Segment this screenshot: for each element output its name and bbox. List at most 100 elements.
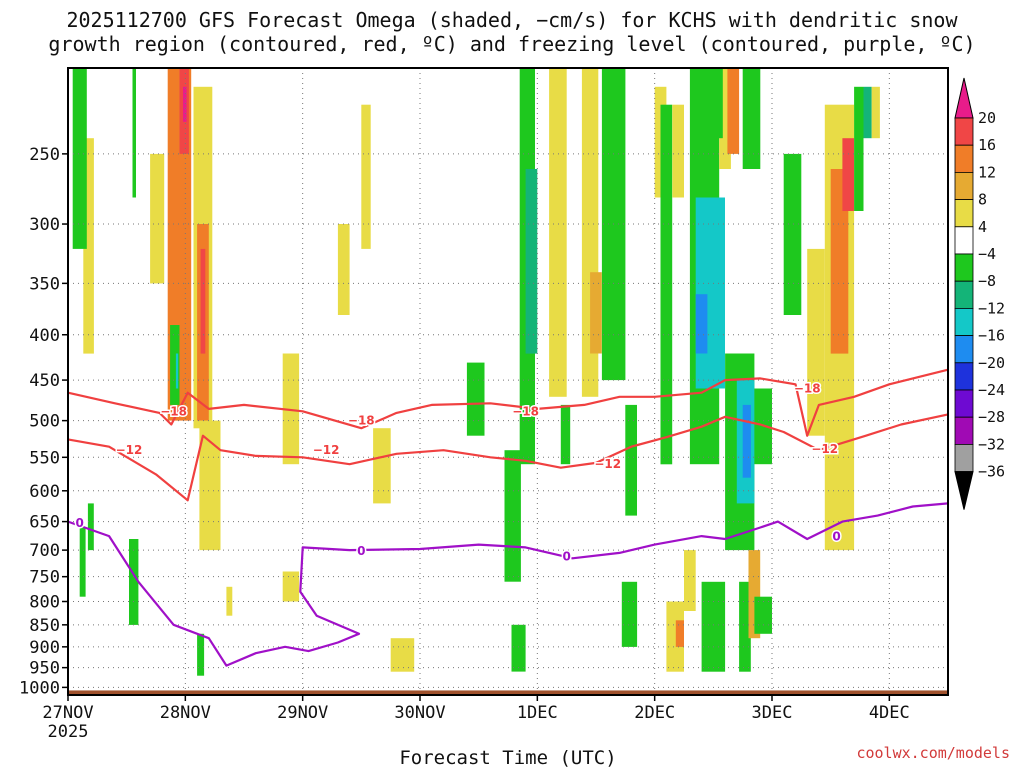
omega-cell [748, 550, 761, 639]
x-tick-label: 27NOV [42, 703, 93, 723]
y-tick-label: 450 [29, 371, 60, 391]
omega-cell [87, 503, 94, 551]
y-tick-label: 650 [29, 513, 60, 533]
contour-label: 0 [357, 544, 365, 558]
dgz-contour-0 [67, 368, 949, 437]
credit-text: coolwx.com/models [856, 744, 1010, 762]
omega-cell [871, 86, 880, 139]
omega-cell [511, 624, 526, 672]
omega-cell [361, 104, 371, 249]
y-tick-label: 1000 [19, 678, 60, 698]
omega-cell [226, 586, 233, 616]
omega-cell [660, 104, 673, 465]
colorbar-bin [954, 335, 974, 364]
colorbar-bin [954, 416, 974, 445]
omega-cell [666, 601, 684, 672]
contour-label: −12 [313, 443, 340, 457]
omega-cell [132, 68, 136, 198]
colorbar-label: −16 [978, 327, 1005, 345]
omega-cell [695, 197, 725, 389]
chart-title-line-2: growth region (contoured, red, ºC) and f… [48, 32, 976, 56]
y-tick-label: 550 [29, 448, 60, 468]
y-tick-label: 750 [29, 568, 60, 588]
omega-cell [560, 404, 571, 465]
omega-cell [466, 362, 485, 436]
omega-cell [672, 104, 684, 198]
omega-cell [150, 153, 165, 284]
omega-cell [175, 353, 179, 389]
omega-cell [83, 138, 94, 354]
x-axis: 27NOV 28NOV 29NOV 30NOV 1DEC 2DEC 3DEC 4DEC 2025 [42, 695, 910, 742]
colorbar-label: −32 [978, 435, 1005, 453]
colorbar-label: −20 [978, 354, 1005, 372]
colorbar-bin [954, 117, 974, 146]
omega-cell [621, 581, 638, 647]
terrain-band [68, 690, 948, 695]
contour-label: −18 [348, 414, 375, 428]
y-tick-label: 850 [29, 616, 60, 636]
contour-layer: −18 −18 −18 −18 −12 −12 −12 −12 0 0 0 0 [67, 368, 949, 667]
freezing-level-contour [67, 502, 949, 667]
x-tick-label: 3DEC [752, 703, 793, 723]
contour-label: −18 [794, 382, 821, 396]
colorbar-bin [954, 280, 974, 309]
contour-label: −12 [594, 457, 621, 471]
y-tick-label: 950 [29, 659, 60, 679]
colorbar-bottom-arrow [954, 471, 974, 510]
x-axis-label: Forecast Time (UTC) [399, 747, 616, 768]
y-tick-label: 800 [29, 593, 60, 613]
colorbar-bin [954, 199, 974, 228]
gridlines [67, 68, 948, 695]
colorbar-bin [954, 307, 974, 336]
omega-cell [754, 596, 772, 634]
omega-cell [675, 620, 684, 647]
x-tick-label: 30NOV [394, 703, 445, 723]
omega-cell [549, 68, 567, 397]
y-tick-label: 300 [29, 215, 60, 235]
colorbar-label: −24 [978, 381, 1005, 399]
omega-cell [719, 68, 731, 169]
omega-cell [183, 86, 187, 122]
omega-cell [525, 169, 538, 354]
omega-cell [282, 571, 300, 602]
terrain-fill [68, 690, 948, 695]
omega-cell [707, 68, 723, 139]
omega-cell [373, 428, 391, 504]
omega-cell [701, 581, 726, 672]
omega-cell [830, 169, 849, 354]
omega-cell [863, 86, 872, 139]
omega-cell [504, 450, 521, 582]
colorbar-label: 12 [978, 163, 996, 181]
omega-cell [742, 404, 751, 478]
colorbar-label: 20 [978, 109, 996, 127]
omega-cell [390, 638, 415, 672]
omega-cell [727, 68, 740, 154]
x-tick-label: 29NOV [277, 703, 328, 723]
omega-cell [807, 248, 825, 436]
colorbar-label: −8 [978, 272, 996, 290]
colorbar-label: 4 [978, 218, 987, 236]
colorbar-label: −12 [978, 299, 1005, 317]
contour-label: −12 [811, 442, 838, 456]
colorbar-bin [954, 362, 974, 391]
colorbar-label: −28 [978, 408, 1005, 426]
x-tick-label: 28NOV [160, 703, 211, 723]
omega-cell [282, 353, 300, 465]
omega-cell [783, 153, 802, 315]
y-tick-label: 500 [29, 412, 60, 432]
omega-cell [170, 325, 180, 405]
colorbar-bin [954, 389, 974, 418]
chart-title-line-1: 2025112700 GFS Forecast Omega (shaded, −… [66, 8, 958, 32]
x-tick-label: 2DEC [634, 703, 675, 723]
x-tick-year: 2025 [48, 722, 89, 742]
colorbar-label: −36 [978, 463, 1005, 481]
omega-cell [695, 294, 708, 354]
plot-frame [67, 67, 949, 696]
x-tick-label: 4DEC [869, 703, 910, 723]
y-tick-label: 600 [29, 482, 60, 502]
contour-label: 0 [563, 550, 571, 564]
colorbar: 20 16 12 8 4 −4 −8 −12 −16 −20 −24 −28 −32 −36 [954, 77, 1005, 510]
omega-cell [337, 224, 350, 315]
omega-cell [129, 539, 139, 625]
omega-cell [72, 68, 87, 249]
